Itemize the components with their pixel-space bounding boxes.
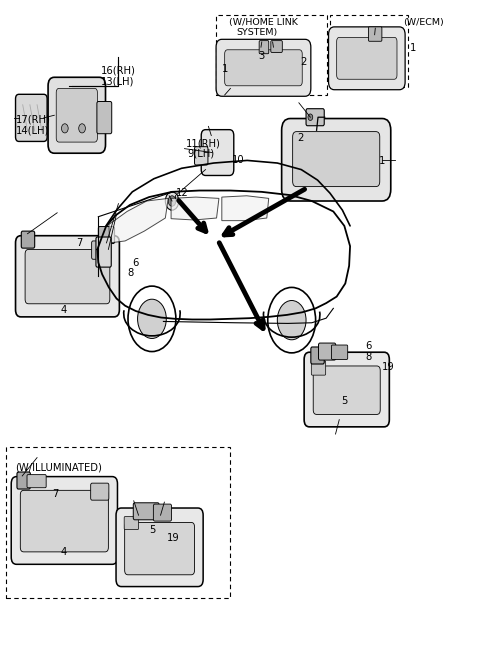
- Text: 6: 6: [365, 341, 372, 352]
- FancyBboxPatch shape: [124, 516, 139, 529]
- Text: 13(LH): 13(LH): [101, 77, 134, 87]
- Text: 8: 8: [365, 352, 372, 362]
- FancyBboxPatch shape: [369, 27, 382, 41]
- Circle shape: [128, 286, 176, 352]
- FancyBboxPatch shape: [15, 236, 120, 317]
- FancyBboxPatch shape: [282, 119, 391, 201]
- Text: (W/ECM): (W/ECM): [403, 18, 444, 28]
- FancyBboxPatch shape: [311, 347, 324, 364]
- FancyBboxPatch shape: [21, 231, 35, 248]
- Text: 7: 7: [52, 489, 59, 499]
- Text: 19: 19: [382, 362, 395, 372]
- FancyBboxPatch shape: [313, 366, 380, 415]
- FancyBboxPatch shape: [56, 89, 97, 142]
- Text: 4: 4: [60, 304, 67, 315]
- Text: 6: 6: [132, 258, 138, 268]
- Polygon shape: [109, 198, 168, 243]
- Text: 8: 8: [127, 268, 133, 278]
- Circle shape: [138, 299, 166, 338]
- Text: 2: 2: [298, 133, 304, 143]
- FancyBboxPatch shape: [133, 502, 159, 520]
- FancyBboxPatch shape: [48, 77, 106, 154]
- Text: 2: 2: [300, 57, 306, 67]
- FancyBboxPatch shape: [271, 41, 282, 52]
- FancyBboxPatch shape: [319, 343, 336, 360]
- FancyBboxPatch shape: [15, 94, 47, 142]
- Text: 5: 5: [341, 396, 348, 406]
- FancyBboxPatch shape: [92, 241, 111, 259]
- Polygon shape: [222, 195, 269, 220]
- Text: 16(RH): 16(RH): [101, 66, 136, 75]
- Text: 10: 10: [232, 155, 245, 165]
- FancyBboxPatch shape: [154, 504, 171, 521]
- FancyBboxPatch shape: [25, 249, 110, 304]
- Text: 1: 1: [409, 43, 416, 53]
- Text: 1: 1: [379, 156, 385, 166]
- Text: 19: 19: [167, 533, 180, 543]
- FancyBboxPatch shape: [96, 237, 111, 267]
- FancyBboxPatch shape: [27, 475, 46, 487]
- FancyBboxPatch shape: [17, 472, 30, 489]
- Text: 4: 4: [61, 547, 67, 557]
- FancyBboxPatch shape: [304, 352, 389, 427]
- Text: 14(LH): 14(LH): [16, 126, 49, 136]
- Circle shape: [268, 287, 316, 353]
- FancyBboxPatch shape: [20, 490, 108, 552]
- FancyBboxPatch shape: [331, 345, 348, 359]
- FancyBboxPatch shape: [98, 226, 115, 243]
- FancyBboxPatch shape: [216, 39, 311, 96]
- Text: (W/ILLUMINATED): (W/ILLUMINATED): [15, 462, 102, 472]
- FancyBboxPatch shape: [306, 109, 324, 126]
- Polygon shape: [171, 197, 219, 220]
- FancyBboxPatch shape: [91, 483, 109, 500]
- Circle shape: [165, 192, 179, 210]
- FancyBboxPatch shape: [225, 50, 302, 86]
- Text: 11(RH): 11(RH): [185, 138, 220, 148]
- FancyBboxPatch shape: [125, 522, 194, 575]
- FancyBboxPatch shape: [336, 37, 397, 79]
- Text: 12: 12: [176, 188, 189, 198]
- FancyBboxPatch shape: [97, 102, 112, 134]
- FancyBboxPatch shape: [293, 132, 380, 186]
- Text: 7: 7: [76, 238, 83, 248]
- Text: 17(RH): 17(RH): [16, 115, 51, 125]
- Circle shape: [61, 124, 68, 133]
- FancyBboxPatch shape: [116, 508, 203, 586]
- FancyBboxPatch shape: [312, 361, 325, 375]
- Text: 1: 1: [222, 64, 228, 73]
- Circle shape: [277, 300, 306, 340]
- FancyBboxPatch shape: [201, 130, 234, 175]
- Text: 9(LH): 9(LH): [187, 149, 215, 159]
- Text: 5: 5: [149, 525, 156, 535]
- FancyBboxPatch shape: [11, 477, 118, 564]
- Circle shape: [168, 195, 176, 206]
- Circle shape: [308, 114, 313, 121]
- FancyBboxPatch shape: [194, 147, 208, 165]
- Circle shape: [79, 124, 85, 133]
- FancyBboxPatch shape: [259, 41, 269, 54]
- FancyBboxPatch shape: [328, 27, 405, 90]
- Text: 3: 3: [258, 51, 264, 61]
- Text: SYSTEM): SYSTEM): [236, 28, 277, 37]
- Text: (W/HOME LINK: (W/HOME LINK: [228, 18, 298, 28]
